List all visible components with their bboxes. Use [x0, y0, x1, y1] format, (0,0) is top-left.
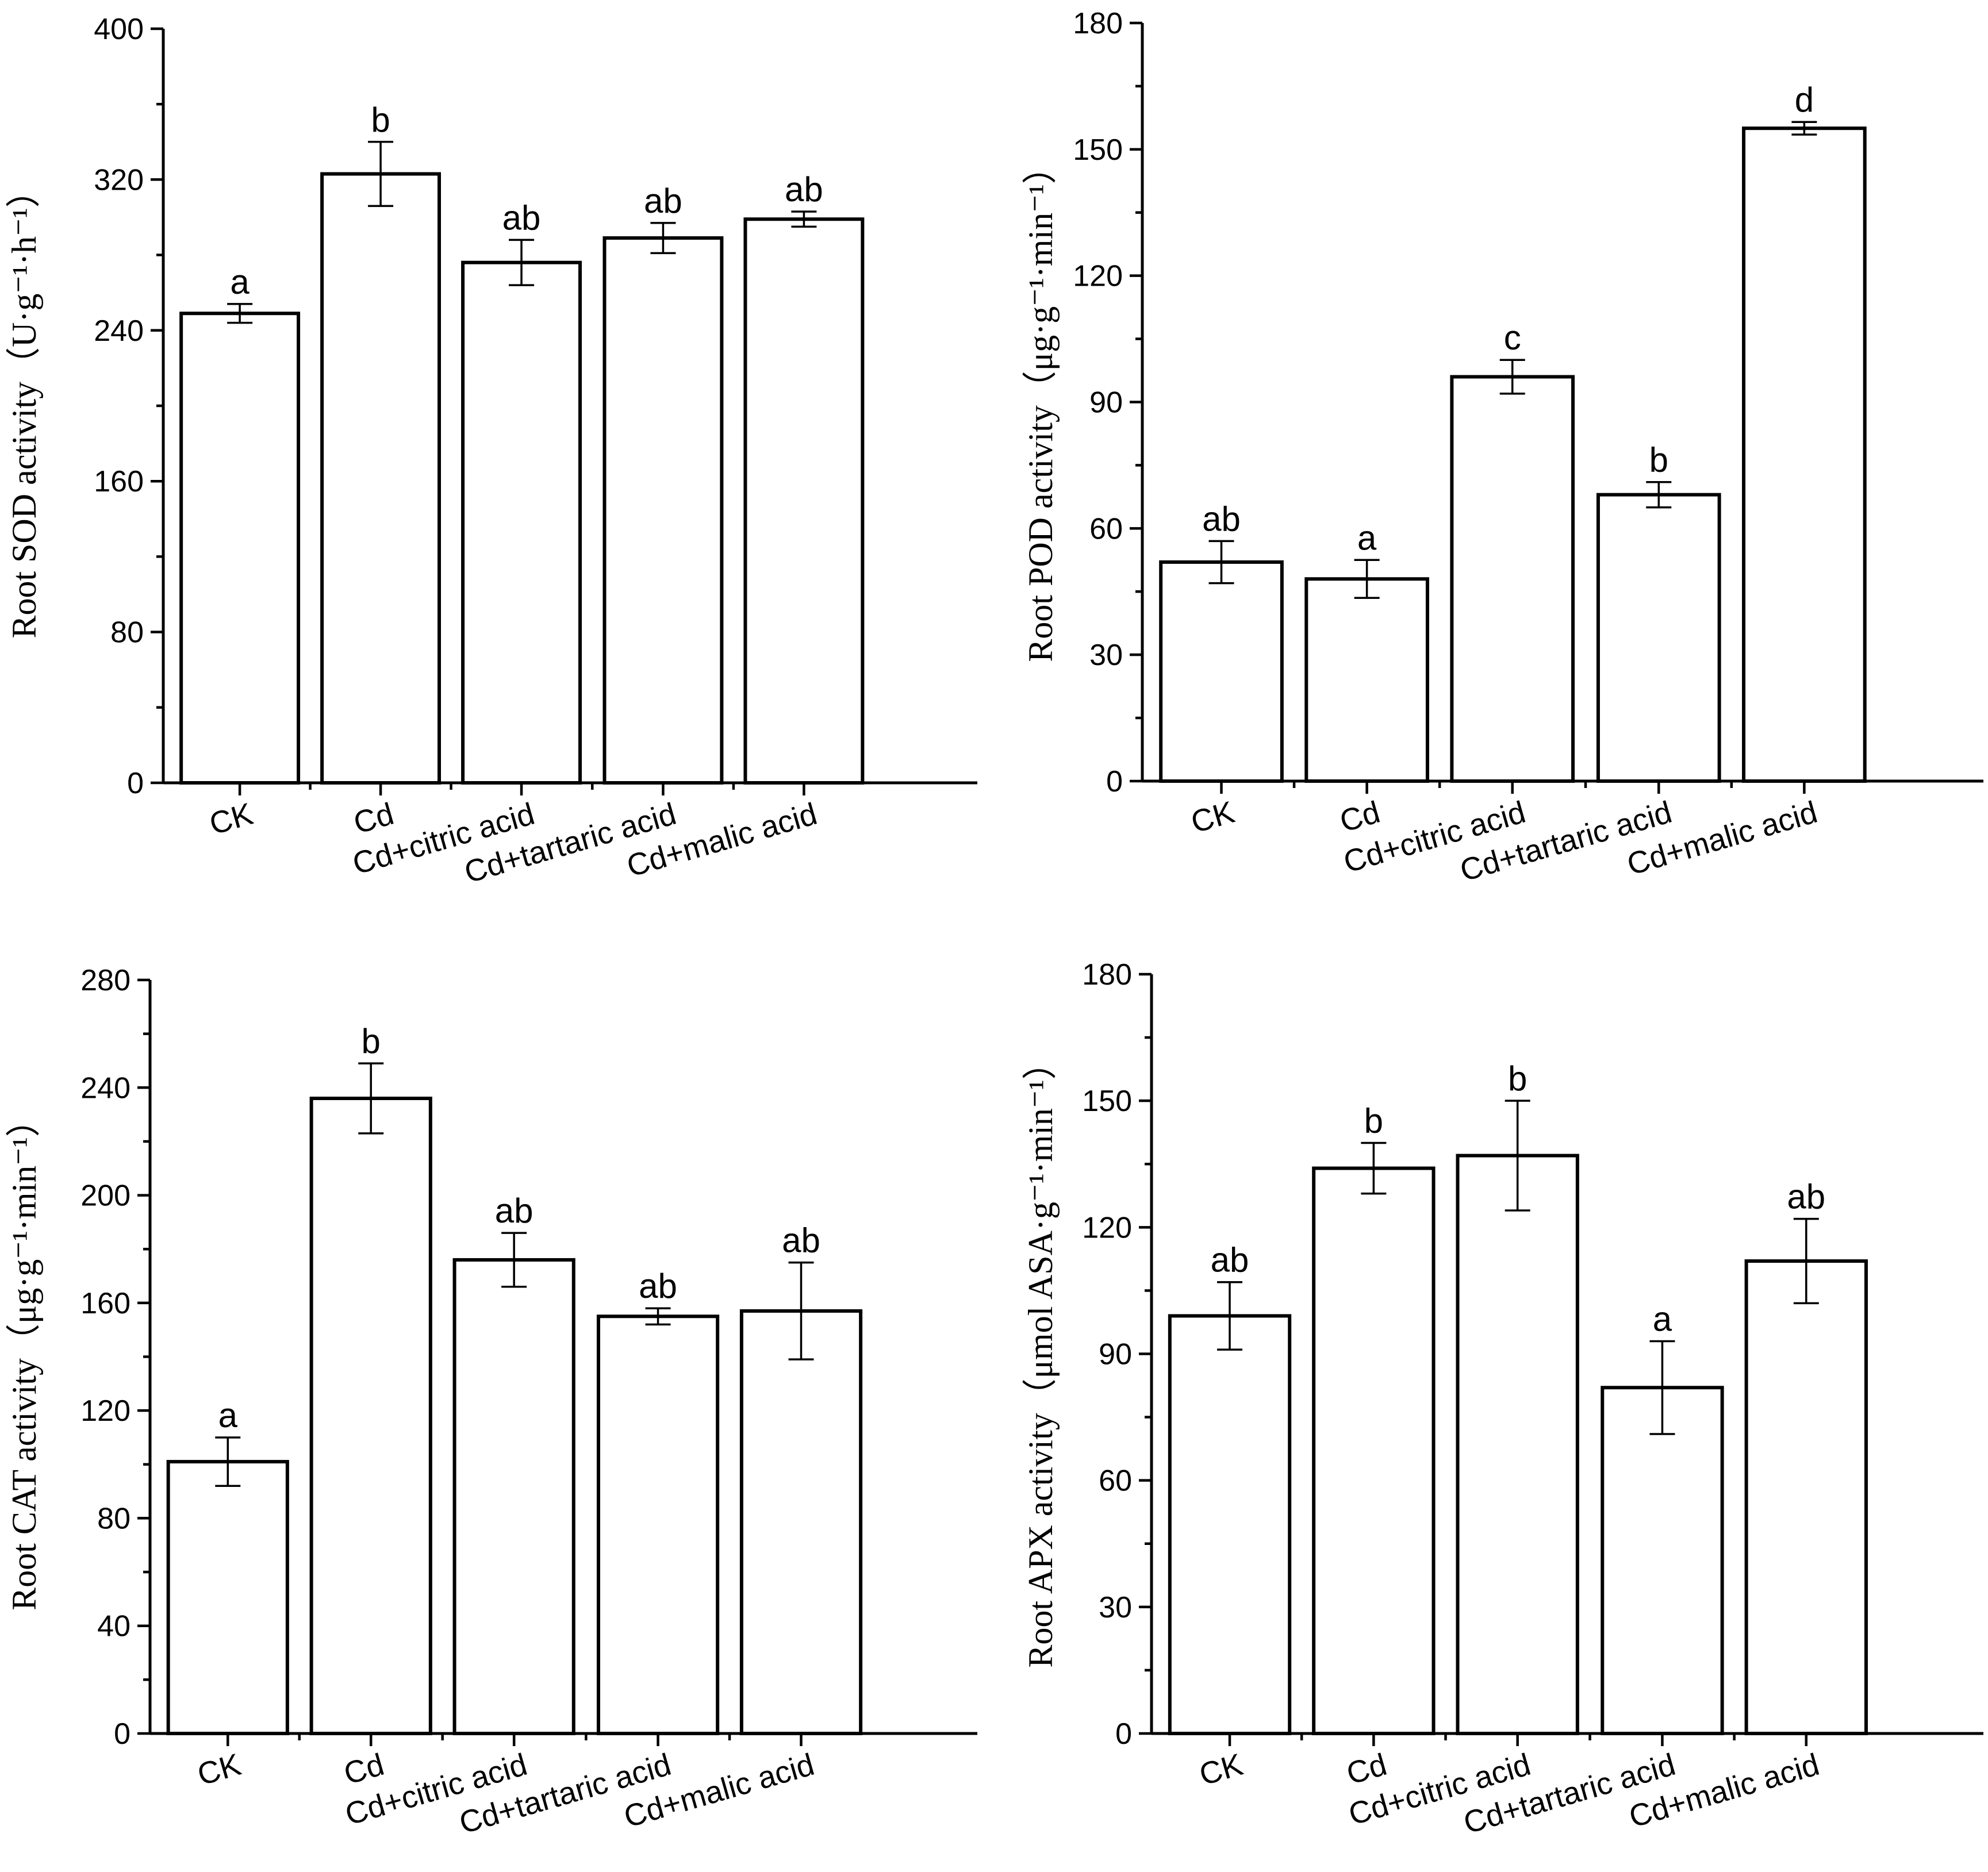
- y-tick-label: 0: [114, 1717, 131, 1751]
- bar: [1596, 493, 1721, 783]
- significance-label: a: [218, 1396, 238, 1435]
- bar: [1304, 577, 1429, 783]
- y-tick-label: 0: [1106, 765, 1123, 798]
- bar: [320, 172, 442, 785]
- y-axis-label-main: Root APX activity: [1022, 1413, 1060, 1667]
- significance-label: ab: [782, 1221, 820, 1260]
- significance-label: b: [362, 1022, 381, 1060]
- x-category-label: CK: [206, 797, 257, 841]
- y-tick-label: 160: [94, 465, 144, 498]
- y-axis-label: Root APX activity（μmol ASA·g⁻¹·min⁻¹）: [1022, 1045, 1060, 1667]
- pod-panel: 0 30 60 90 120 150 180 Root POD activity（μg·g⁻¹…: [1022, 7, 1983, 888]
- y-axis-label: Root CAT activity（μg·g⁻¹·min⁻¹）: [5, 1102, 43, 1610]
- bar: [1159, 560, 1284, 783]
- x-category-label: Cd: [1336, 795, 1384, 839]
- x-category-label: CK: [1196, 1747, 1247, 1792]
- bar: [309, 1097, 432, 1735]
- x-category-label: Cd: [350, 797, 397, 841]
- bar: [461, 260, 582, 785]
- bar: [739, 1309, 863, 1735]
- significance-label: ab: [639, 1267, 677, 1305]
- significance-label: ab: [502, 198, 541, 237]
- y-tick-label: 30: [1099, 1591, 1132, 1624]
- y-tick-label: 90: [1089, 386, 1123, 420]
- bar: [1312, 1166, 1436, 1735]
- y-tick-label: 240: [80, 1071, 131, 1105]
- y-axis-label-main: Root CAT activity: [5, 1358, 43, 1610]
- y-tick-label: 80: [110, 616, 144, 649]
- y-tick-label: 80: [97, 1502, 131, 1535]
- significance-label: ab: [1202, 499, 1241, 538]
- significance-label: b: [371, 101, 390, 139]
- bar: [1456, 1154, 1579, 1736]
- apx-panel: 0 30 60 90 120 150 180 Root APX activity（μmol A…: [1022, 958, 1983, 1840]
- bar: [1450, 375, 1575, 783]
- y-tick-label: 200: [80, 1179, 131, 1213]
- significance-label: b: [1649, 441, 1668, 479]
- y-tick-label: 240: [94, 314, 144, 348]
- significance-label: b: [1364, 1102, 1383, 1140]
- significance-label: ab: [1211, 1241, 1249, 1279]
- y-axis-label-unit: （U·g⁻¹·h⁻¹）: [5, 173, 43, 382]
- x-category-label: Cd: [340, 1747, 388, 1792]
- y-tick-label: 150: [1082, 1085, 1132, 1118]
- y-axis-label: Root SOD activity（U·g⁻¹·h⁻¹）: [5, 173, 43, 638]
- significance-label: ab: [495, 1191, 534, 1230]
- y-axis-label-unit: （μmol ASA·g⁻¹·min⁻¹）: [1022, 1045, 1060, 1413]
- bar: [1601, 1386, 1724, 1736]
- x-category-label: CK: [194, 1747, 245, 1792]
- significance-label: b: [1508, 1059, 1527, 1098]
- bar: [179, 312, 301, 785]
- y-tick-label: 120: [1073, 260, 1123, 293]
- y-tick-label: 40: [97, 1610, 131, 1643]
- y-tick-label: 60: [1099, 1464, 1132, 1498]
- y-tick-label: 90: [1099, 1338, 1132, 1371]
- y-axis-label-unit: （μg·g⁻¹·min⁻¹）: [1022, 149, 1060, 405]
- significance-label: a: [1357, 518, 1377, 557]
- y-tick-label: 30: [1089, 639, 1123, 672]
- significance-label: ab: [644, 182, 682, 220]
- x-category-label: CK: [1187, 795, 1238, 840]
- bar: [166, 1460, 289, 1735]
- bar: [602, 236, 724, 785]
- y-axis-label-main: Root SOD activity: [5, 382, 43, 639]
- bar: [1742, 126, 1867, 783]
- y-axis-label-main: Root POD activity: [1022, 405, 1060, 662]
- y-tick-label: 120: [1082, 1211, 1132, 1244]
- bar: [1744, 1259, 1868, 1735]
- significance-label: a: [1653, 1300, 1672, 1338]
- cat-panel: 0 40 80 120 160 200 240 280 Root CAT activity（μg…: [5, 964, 977, 1840]
- significance-label: ab: [1787, 1178, 1825, 1216]
- y-tick-label: 0: [127, 767, 144, 800]
- y-tick-label: 180: [1082, 958, 1132, 991]
- bar: [452, 1258, 575, 1735]
- significance-label: a: [230, 263, 250, 301]
- y-tick-label: 280: [80, 964, 131, 997]
- y-tick-label: 120: [80, 1394, 131, 1428]
- bar: [1168, 1314, 1292, 1735]
- y-tick-label: 180: [1073, 7, 1123, 40]
- y-tick-label: 0: [1115, 1717, 1132, 1751]
- y-tick-label: 160: [80, 1287, 131, 1320]
- y-tick-label: 320: [94, 163, 144, 197]
- significance-label: c: [1504, 318, 1521, 357]
- sod-panel: 0 80 160 240 320 400 Root SOD activity（U·g⁻¹·h…: [5, 13, 977, 890]
- y-axis-label: Root POD activity（μg·g⁻¹·min⁻¹）: [1022, 149, 1060, 662]
- x-category-label: Cd: [1343, 1747, 1391, 1792]
- y-tick-label: 60: [1089, 512, 1123, 545]
- y-tick-label: 150: [1073, 133, 1123, 167]
- y-tick-label: 400: [94, 13, 144, 46]
- bar: [743, 217, 865, 785]
- bar: [596, 1314, 720, 1735]
- significance-label: d: [1795, 80, 1814, 119]
- significance-label: ab: [785, 170, 823, 209]
- y-axis-label-unit: （μg·g⁻¹·min⁻¹）: [5, 1102, 43, 1358]
